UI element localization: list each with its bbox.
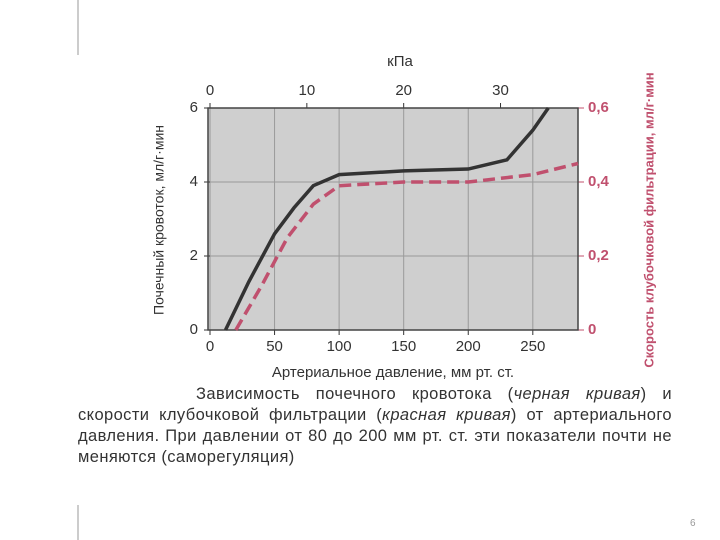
y2-tick-label: 0,6 [588,99,609,116]
series-line [234,161,579,331]
y-label: Почечный кровоток, мл/г·мин [151,125,167,315]
caption-text: Зависимость почечного кровотока ( [196,385,514,403]
page-number: 6 [690,518,696,529]
deco-line [77,0,79,55]
y2-tick-label: 0 [588,321,596,338]
caption-text: ) от артериального давления. При давлени… [78,406,672,466]
x-tick-label: 200 [456,338,481,355]
y2-label: Скорость клубочковой фильтрации, мл/г·ми… [641,72,656,367]
y-tick-label: 6 [190,99,198,116]
y-tick-label: 0 [190,321,198,338]
x-label: Артериальное давление, мм рт. ст. [272,364,514,380]
chart: кПа Артериальное давление, мм рт. ст. По… [151,53,657,380]
series-line [223,106,550,331]
x2-label: кПа [387,53,413,70]
caption-italic: черная кривая [513,385,641,403]
x2-tick-label: 0 [206,82,214,99]
caption: Зависимость почечного кровотока (черная … [78,384,672,468]
y2-tick-label: 0,2 [588,247,609,264]
x-tick-label: 100 [327,338,352,355]
y2-tick-label: 0,4 [588,173,610,190]
caption-italic: красная кривая [382,406,511,424]
x-tick-label: 0 [206,338,214,355]
x-tick-label: 250 [520,338,545,355]
x2-tick-label: 10 [298,82,315,99]
caption-text: ) и скорости клубочковой фильтрации ( [78,385,673,424]
plot-frame [207,107,579,331]
x-tick-label: 150 [391,338,416,355]
deco-line [77,505,79,540]
x2-tick-label: 20 [395,82,412,99]
x2-tick-label: 30 [492,82,509,99]
plot-area [208,108,578,330]
y-tick-label: 2 [190,247,198,264]
x-tick-label: 50 [266,338,283,355]
y-tick-label: 4 [190,173,198,190]
